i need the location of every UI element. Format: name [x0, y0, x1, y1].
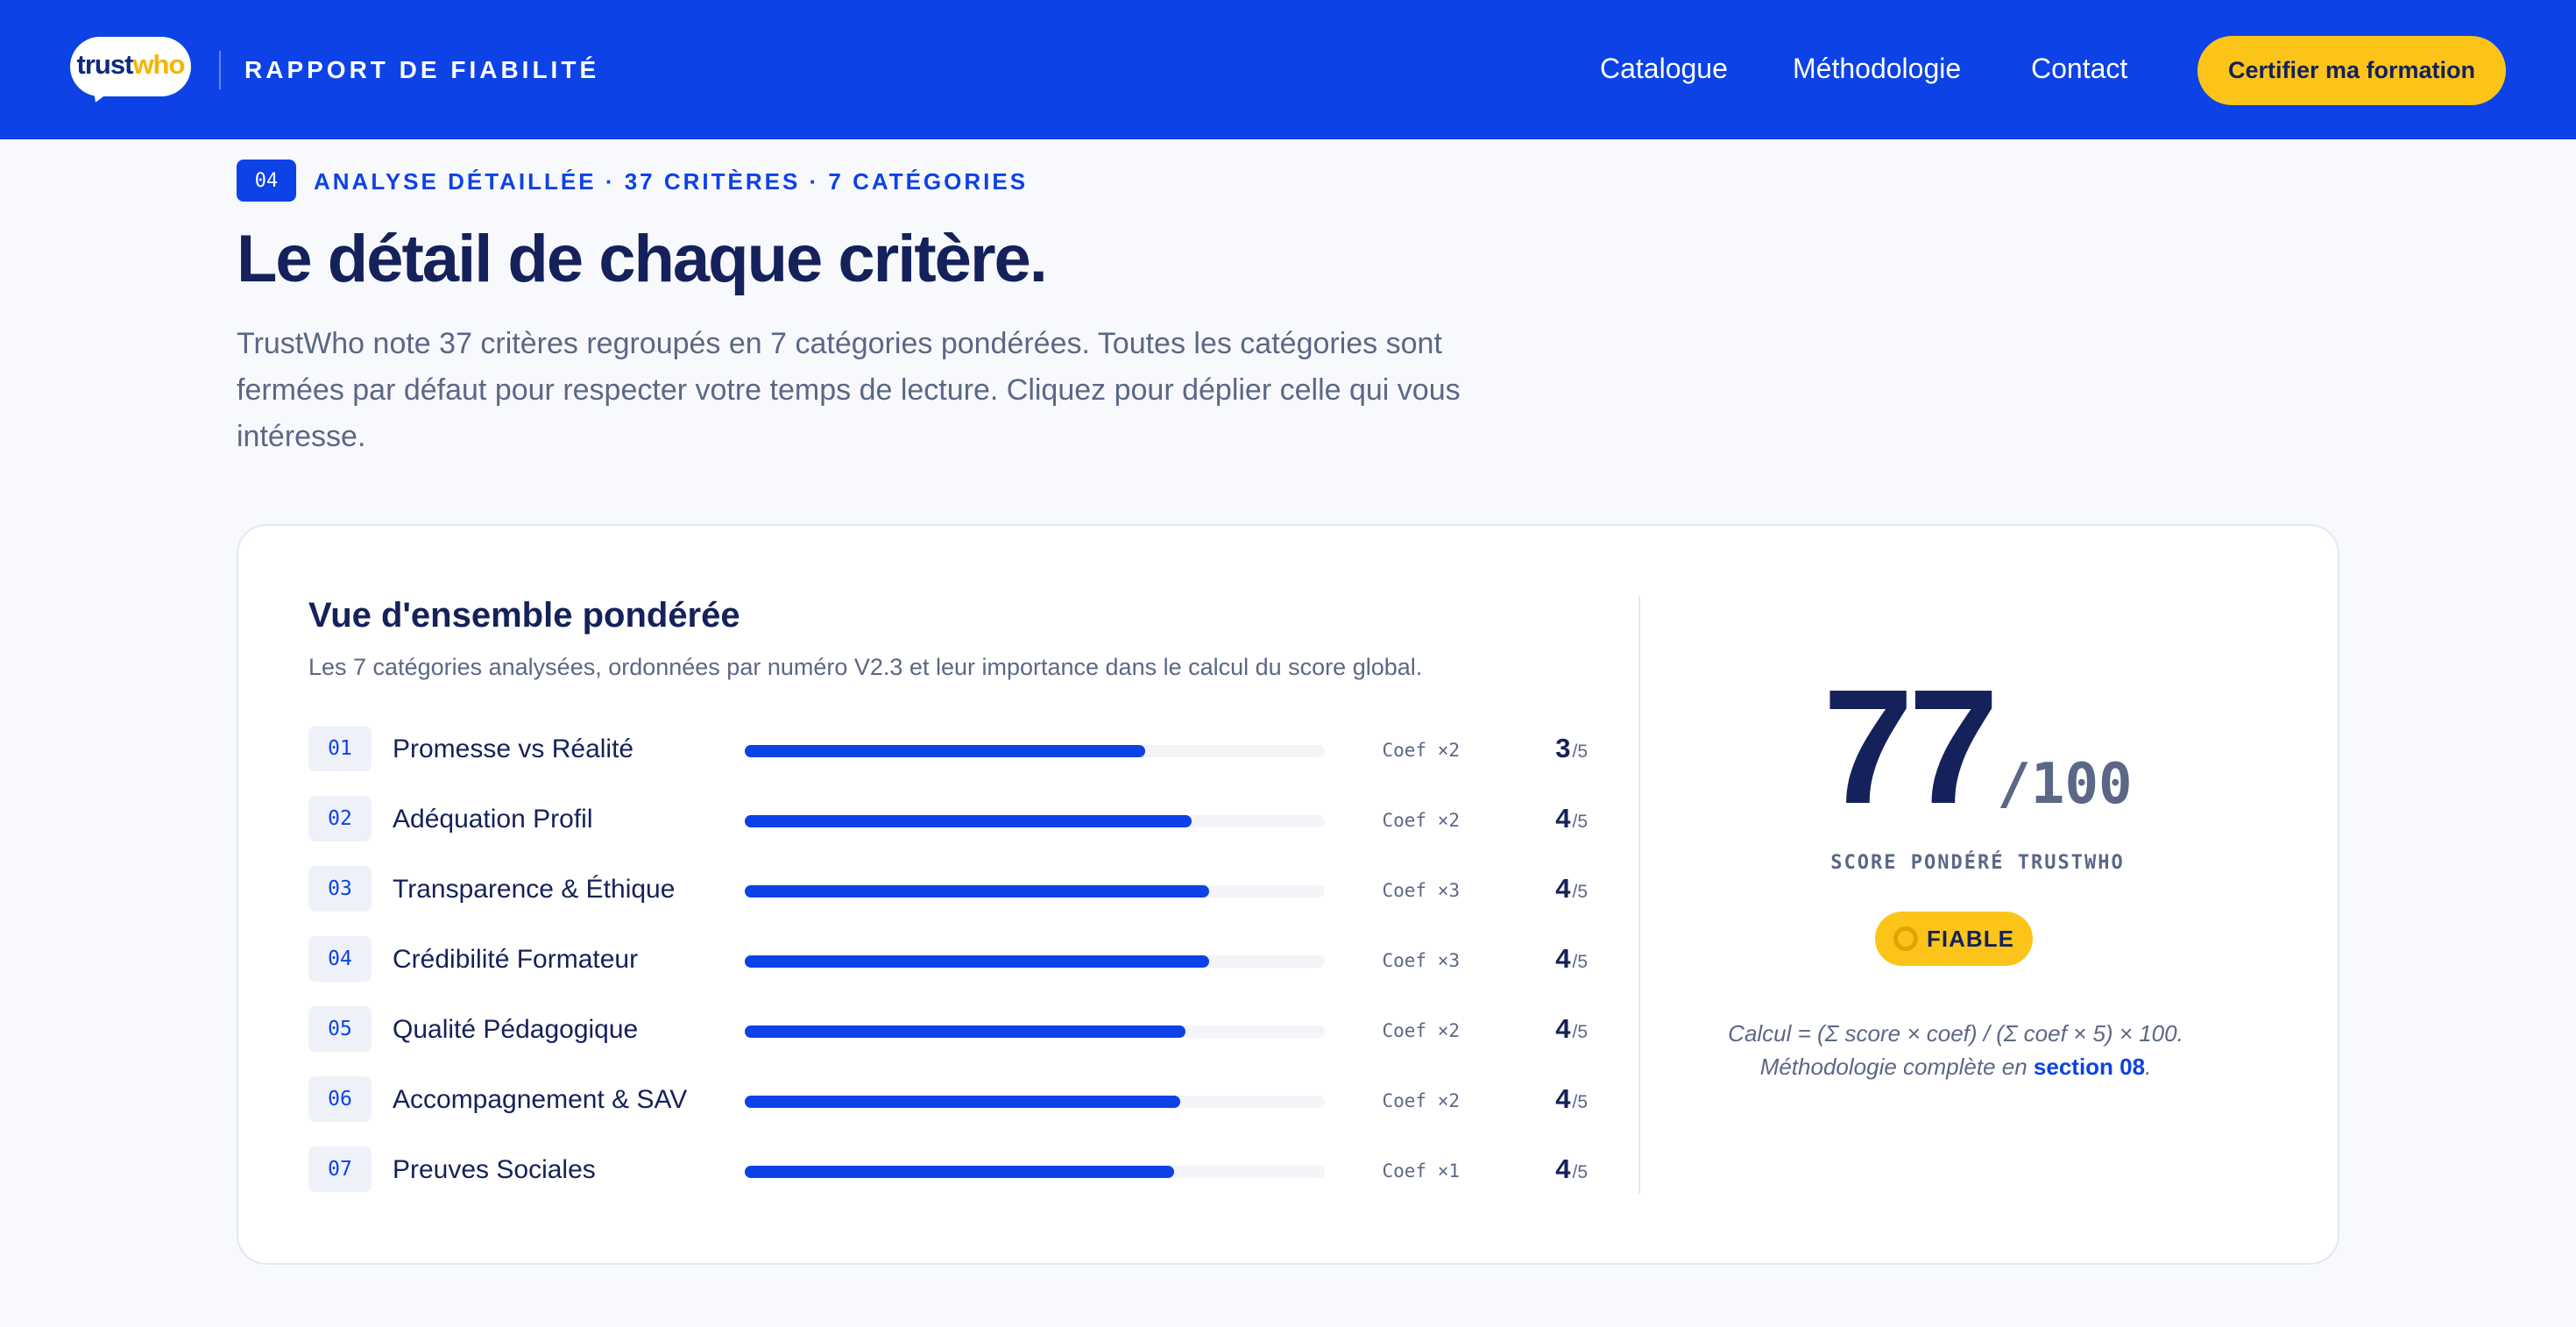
category-label: Adéquation Profil	[393, 805, 593, 834]
nav-link-catalogue[interactable]: Catalogue	[1600, 53, 1728, 84]
header-divider	[219, 51, 221, 89]
category-score-max: /5	[1572, 742, 1588, 762]
category-progress-track	[745, 955, 1325, 968]
overview-title: Vue d'ensemble pondérée	[308, 596, 740, 635]
category-progress-fill	[745, 815, 1192, 827]
category-number: 02	[308, 796, 372, 841]
category-row[interactable]: 04 Crédibilité Formateur Coef ×3 4/5	[308, 936, 1588, 985]
category-score-max: /5	[1572, 812, 1588, 832]
category-row[interactable]: 05 Qualité Pédagogique Coef ×2 4/5	[308, 1006, 1588, 1055]
category-coefficient: Coef ×3	[1382, 880, 1460, 901]
category-coefficient: Coef ×2	[1382, 1020, 1460, 1041]
nav-link-contact[interactable]: Contact	[2031, 53, 2128, 84]
card-divider	[1638, 596, 1640, 1194]
category-row[interactable]: 06 Accompagnement & SAV Coef ×2 4/5	[308, 1076, 1588, 1125]
weighted-overview-card: Vue d'ensemble pondérée Les 7 catégories…	[237, 524, 2339, 1265]
category-label: Promesse vs Réalité	[393, 734, 634, 763]
category-score-value: 4	[1555, 1153, 1571, 1184]
logo-wordmark: trustwho	[70, 49, 191, 81]
category-score-max: /5	[1572, 1162, 1588, 1182]
nav-link-methodologie[interactable]: Méthodologie	[1793, 53, 1962, 84]
category-score-max: /5	[1572, 1092, 1588, 1112]
category-score-max: /5	[1572, 1022, 1588, 1042]
logo-trust-text: trust	[76, 49, 134, 80]
category-progress-fill	[745, 1166, 1174, 1178]
category-number: 06	[308, 1076, 372, 1122]
category-progress-track	[745, 745, 1325, 757]
category-coefficient: Coef ×2	[1382, 810, 1460, 831]
category-score-value: 4	[1555, 1083, 1571, 1114]
category-score: 4/5	[1456, 1013, 1588, 1045]
category-progress-track	[745, 815, 1325, 827]
report-label: RAPPORT DE FIABILITÉ	[244, 56, 600, 83]
category-coefficient: Coef ×1	[1382, 1160, 1460, 1182]
category-score: 4/5	[1456, 803, 1588, 834]
section-number-badge: 04	[237, 160, 296, 202]
category-progress-fill	[745, 745, 1145, 757]
overview-subtitle: Les 7 catégories analysées, ordonnées pa…	[308, 654, 1423, 680]
category-score-max: /5	[1572, 952, 1588, 972]
category-row[interactable]: 07 Preuves Sociales Coef ×1 4/5	[308, 1146, 1588, 1196]
category-progress-track	[745, 1096, 1325, 1108]
reliability-badge-label: FIABLE	[1927, 925, 2014, 952]
category-progress-fill	[745, 1025, 1186, 1038]
category-score-value: 3	[1555, 733, 1571, 763]
category-score-max: /5	[1572, 882, 1588, 902]
logo-speech-bubble	[70, 37, 191, 96]
category-label: Qualité Pédagogique	[393, 1015, 639, 1044]
category-score-value: 4	[1555, 1013, 1571, 1044]
trustwho-logo[interactable]: trustwho	[70, 37, 191, 107]
logo-who-text: who	[132, 49, 185, 80]
category-coefficient: Coef ×3	[1382, 950, 1460, 971]
category-row[interactable]: 02 Adéquation Profil Coef ×2 4/5	[308, 796, 1588, 845]
category-label: Accompagnement & SAV	[393, 1085, 688, 1114]
section-eyebrow: ANALYSE DÉTAILLÉE · 37 CRITÈRES · 7 CATÉ…	[314, 168, 1029, 195]
category-score: 4/5	[1456, 1083, 1588, 1115]
category-progress-track	[745, 1166, 1325, 1178]
category-progress-fill	[745, 1096, 1180, 1108]
category-score: 3/5	[1456, 733, 1588, 764]
category-score-value: 4	[1555, 803, 1571, 834]
category-number: 04	[308, 936, 372, 982]
category-score-value: 4	[1555, 943, 1571, 974]
category-score-value: 4	[1555, 873, 1571, 904]
global-score-value: 77	[1822, 656, 1999, 838]
certify-training-button[interactable]: Certifier ma formation	[2197, 36, 2506, 105]
category-progress-fill	[745, 955, 1209, 968]
top-navigation-bar: trustwho RAPPORT DE FIABILITÉ Catalogue …	[0, 0, 2576, 139]
formula-end: .	[2145, 1054, 2152, 1080]
category-progress-fill	[745, 885, 1209, 898]
category-label: Preuves Sociales	[393, 1155, 596, 1184]
global-score-max: /100	[1997, 752, 2133, 817]
score-formula: Calcul = (Σ score × coef) / (Σ coef × 5)…	[1728, 1017, 2183, 1083]
category-label: Crédibilité Formateur	[393, 945, 639, 974]
methodology-section-link[interactable]: section 08	[2033, 1054, 2146, 1080]
category-number: 01	[308, 726, 372, 771]
category-row[interactable]: 01 Promesse vs Réalité Coef ×2 3/5	[308, 726, 1588, 775]
category-score: 4/5	[1456, 943, 1588, 975]
category-score: 4/5	[1456, 873, 1588, 905]
reliability-badge: FIABLE	[1875, 912, 2033, 966]
category-number: 05	[308, 1006, 372, 1052]
category-number: 07	[308, 1146, 372, 1192]
category-progress-track	[745, 1025, 1325, 1038]
category-progress-track	[745, 885, 1325, 898]
badge-ring-icon	[1893, 926, 1919, 951]
category-coefficient: Coef ×2	[1382, 740, 1460, 761]
section-intro: TrustWho note 37 critères regroupés en 7…	[237, 327, 1461, 453]
formula-text: Calcul = (Σ score × coef) / (Σ coef × 5)…	[1728, 1020, 2183, 1080]
category-number: 03	[308, 866, 372, 912]
category-score: 4/5	[1456, 1153, 1588, 1185]
category-row[interactable]: 03 Transparence & Éthique Coef ×3 4/5	[308, 866, 1588, 915]
global-score: 77/100	[1807, 666, 2148, 829]
category-label: Transparence & Éthique	[393, 875, 676, 904]
section-title: Le détail de chaque critère.	[237, 222, 1048, 296]
global-score-caption: SCORE PONDÉRÉ TRUSTWHO	[1830, 852, 2125, 874]
category-coefficient: Coef ×2	[1382, 1090, 1460, 1111]
